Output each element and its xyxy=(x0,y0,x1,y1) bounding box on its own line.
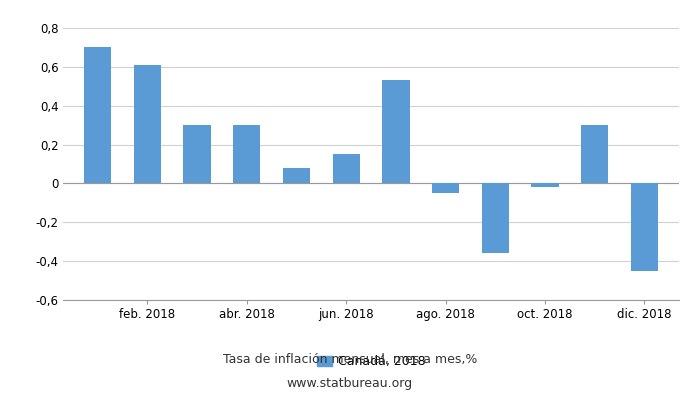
Bar xyxy=(134,65,161,184)
Text: www.statbureau.org: www.statbureau.org xyxy=(287,378,413,390)
Bar xyxy=(183,125,211,184)
Bar xyxy=(432,184,459,193)
Legend: Canadá, 2018: Canadá, 2018 xyxy=(316,355,426,368)
Bar xyxy=(531,184,559,187)
Text: Tasa de inflación mensual, mes a mes,%: Tasa de inflación mensual, mes a mes,% xyxy=(223,354,477,366)
Bar xyxy=(283,168,310,184)
Bar xyxy=(233,125,260,184)
Bar xyxy=(631,184,658,271)
Bar xyxy=(332,154,360,184)
Bar xyxy=(482,184,509,253)
Bar xyxy=(84,48,111,184)
Bar xyxy=(581,125,608,184)
Bar xyxy=(382,80,410,184)
